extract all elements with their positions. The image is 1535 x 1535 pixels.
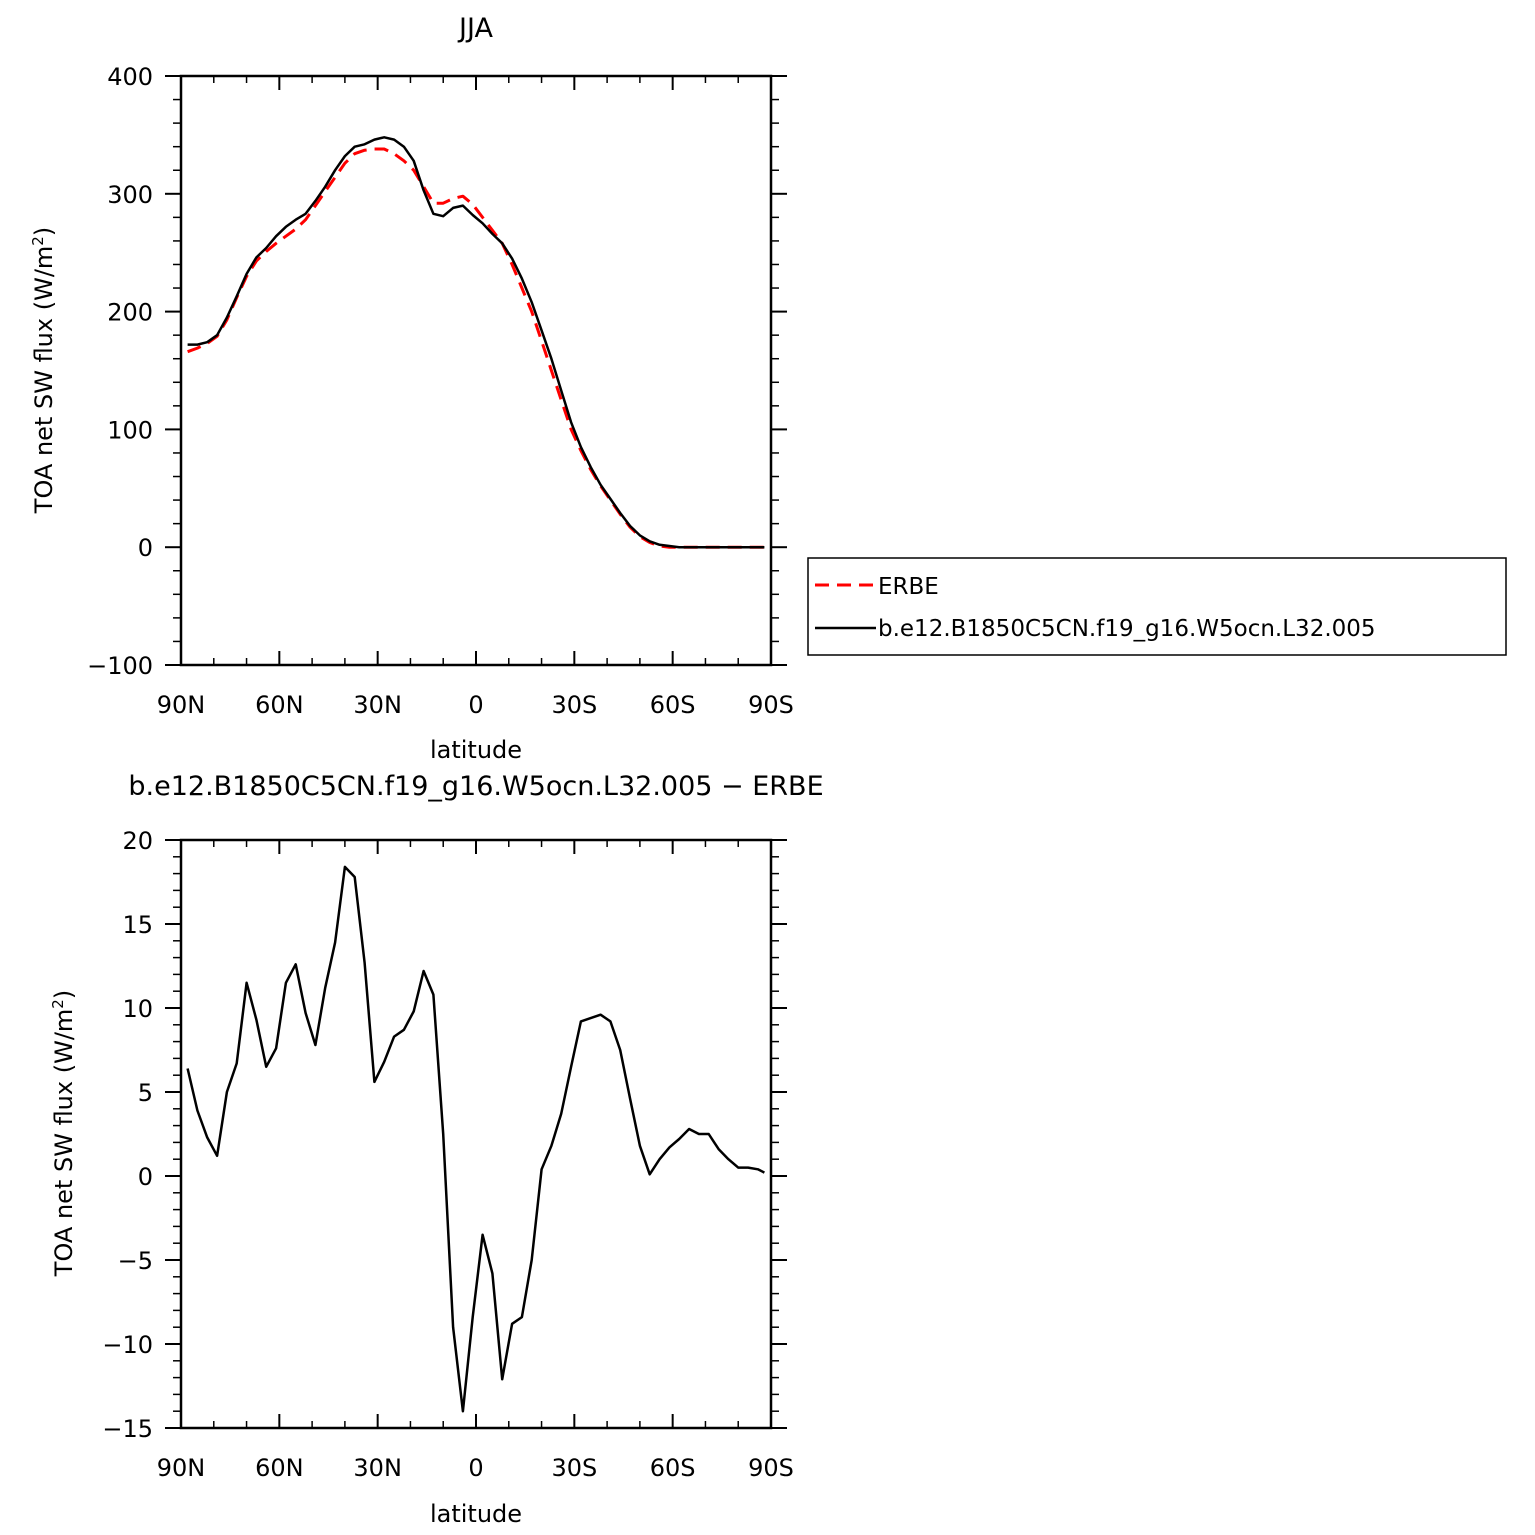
bottom-y-axis-label: TOA net SW flux (W/m2) bbox=[49, 990, 78, 1277]
bottom-y-tick-label: 20 bbox=[122, 827, 153, 855]
top-x-tick-label: 60N bbox=[255, 691, 304, 719]
legend: ERBE b.e12.B1850C5CN.f19_g16.W5ocn.L32.0… bbox=[807, 557, 1507, 656]
bottom-x-tick-labels: 90N 60N 30N 0 30S 60S 90S bbox=[157, 1454, 794, 1482]
bottom-y-tick-label: −15 bbox=[102, 1415, 153, 1443]
legend-label-erbe: ERBE bbox=[878, 574, 939, 600]
top-x-tick-labels: 90N 60N 30N 0 30S 60S 90S bbox=[157, 691, 794, 719]
bottom-x-tick-label: 90N bbox=[157, 1454, 206, 1482]
top-plot-frame bbox=[179, 74, 773, 667]
bottom-y-axis-label-main: TOA net SW flux (W/m bbox=[50, 1009, 78, 1278]
bottom-y-tick-labels: −15 −10 −5 0 5 10 15 20 bbox=[102, 827, 153, 1443]
top-y-tick-label: −100 bbox=[87, 652, 153, 680]
top-x-tick-label: 30S bbox=[551, 691, 597, 719]
bottom-x-axis-label: latitude bbox=[430, 1500, 522, 1528]
top-y-tick-label: 300 bbox=[107, 181, 153, 209]
bottom-x-tick-label: 30S bbox=[551, 1454, 597, 1482]
bottom-x-tick-label: 0 bbox=[468, 1454, 483, 1482]
bottom-x-tick-label: 60S bbox=[650, 1454, 696, 1482]
bottom-y-axis-label-close: ) bbox=[50, 990, 78, 999]
top-y-axis-label-sup: 2 bbox=[29, 236, 47, 246]
top-y-tick-label: 0 bbox=[138, 534, 153, 562]
bottom-series-line-model bbox=[186, 865, 765, 1413]
top-series-line-model bbox=[187, 136, 765, 549]
top-series-line-erbe bbox=[187, 147, 765, 549]
top-axes bbox=[165, 74, 787, 667]
panel-bottom-difference: b.e12.B1850C5CN.f19_g16.W5ocn.L32.005 − … bbox=[49, 771, 824, 1528]
bottom-y-tick-label: 5 bbox=[138, 1079, 153, 1107]
bottom-x-tick-label: 90S bbox=[748, 1454, 794, 1482]
bottom-y-tick-label: 15 bbox=[122, 911, 153, 939]
top-x-axis-label: latitude bbox=[430, 736, 522, 764]
top-x-tick-label: 30N bbox=[353, 691, 402, 719]
bottom-y-tick-label: 10 bbox=[122, 995, 153, 1023]
bottom-chart-title: b.e12.B1850C5CN.f19_g16.W5ocn.L32.005 − … bbox=[128, 771, 823, 802]
bottom-y-tick-label: 0 bbox=[138, 1163, 153, 1191]
bottom-x-tick-label: 60N bbox=[255, 1454, 304, 1482]
top-x-tick-label: 0 bbox=[468, 691, 483, 719]
top-y-axis-label-main: TOA net SW flux (W/m bbox=[30, 246, 58, 515]
top-chart-title: JJA bbox=[457, 13, 493, 44]
legend-label-model: b.e12.B1850C5CN.f19_g16.W5ocn.L32.005 bbox=[878, 616, 1376, 642]
bottom-axes bbox=[165, 838, 787, 1430]
panel-top-jja: JJA 90N 60N 30N 0 30S 60S 90S −100 0 100 200 300 40… bbox=[29, 13, 1507, 764]
top-y-tick-labels: −100 0 100 200 300 400 bbox=[87, 63, 153, 680]
top-y-axis-label: TOA net SW flux (W/m2) bbox=[29, 227, 58, 514]
top-x-tick-label: 60S bbox=[650, 691, 696, 719]
legend-box bbox=[807, 557, 1507, 656]
top-y-tick-label: 100 bbox=[107, 416, 153, 444]
top-y-tick-label: 200 bbox=[107, 299, 153, 327]
top-series-group bbox=[187, 136, 765, 549]
bottom-x-tick-label: 30N bbox=[353, 1454, 402, 1482]
bottom-y-tick-label: −10 bbox=[102, 1331, 153, 1359]
bottom-y-axis-label-sup: 2 bbox=[49, 999, 67, 1009]
top-x-tick-label: 90N bbox=[157, 691, 206, 719]
top-y-tick-label: 400 bbox=[107, 63, 153, 91]
top-y-axis-label-close: ) bbox=[30, 227, 58, 236]
top-x-tick-label: 90S bbox=[748, 691, 794, 719]
bottom-series-group bbox=[186, 865, 765, 1413]
bottom-y-tick-label: −5 bbox=[118, 1247, 153, 1275]
